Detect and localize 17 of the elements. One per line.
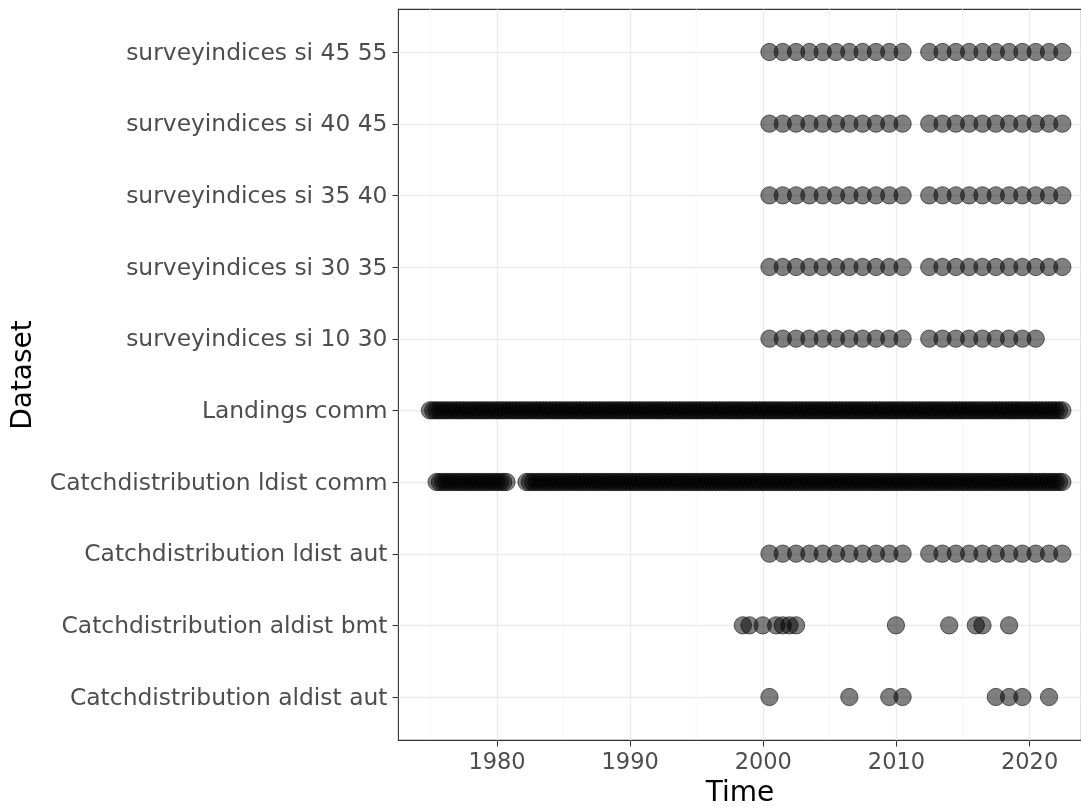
x-tick-label: 2010 [867,747,926,774]
x-axis-title: Time [704,775,775,807]
y-tick-label: Landings comm [201,395,388,424]
y-axis-title: Dataset [4,320,38,430]
y-tick-label: surveyindices si 10 30 [126,324,388,353]
y-tick-label: Catchdistribution aldist aut [69,682,388,711]
x-tick-label: 1980 [468,747,526,774]
y-tick-label: surveyindices si 40 45 [126,109,388,138]
x-tick-label: 2000 [734,747,792,774]
y-tick-label: surveyindices si 35 40 [126,180,388,209]
y-tick-label: Catchdistribution aldist bmt [61,610,388,639]
y-tick-label: surveyindices si 30 35 [126,252,388,281]
x-tick-label: 2020 [1000,747,1059,774]
y-tick-label: Catchdistribution ldist comm [49,467,388,496]
x-tick-label: 1990 [601,747,659,774]
y-tick-label: surveyindices si 45 55 [126,37,388,66]
y-tick-label: Catchdistribution ldist aut [84,539,388,568]
